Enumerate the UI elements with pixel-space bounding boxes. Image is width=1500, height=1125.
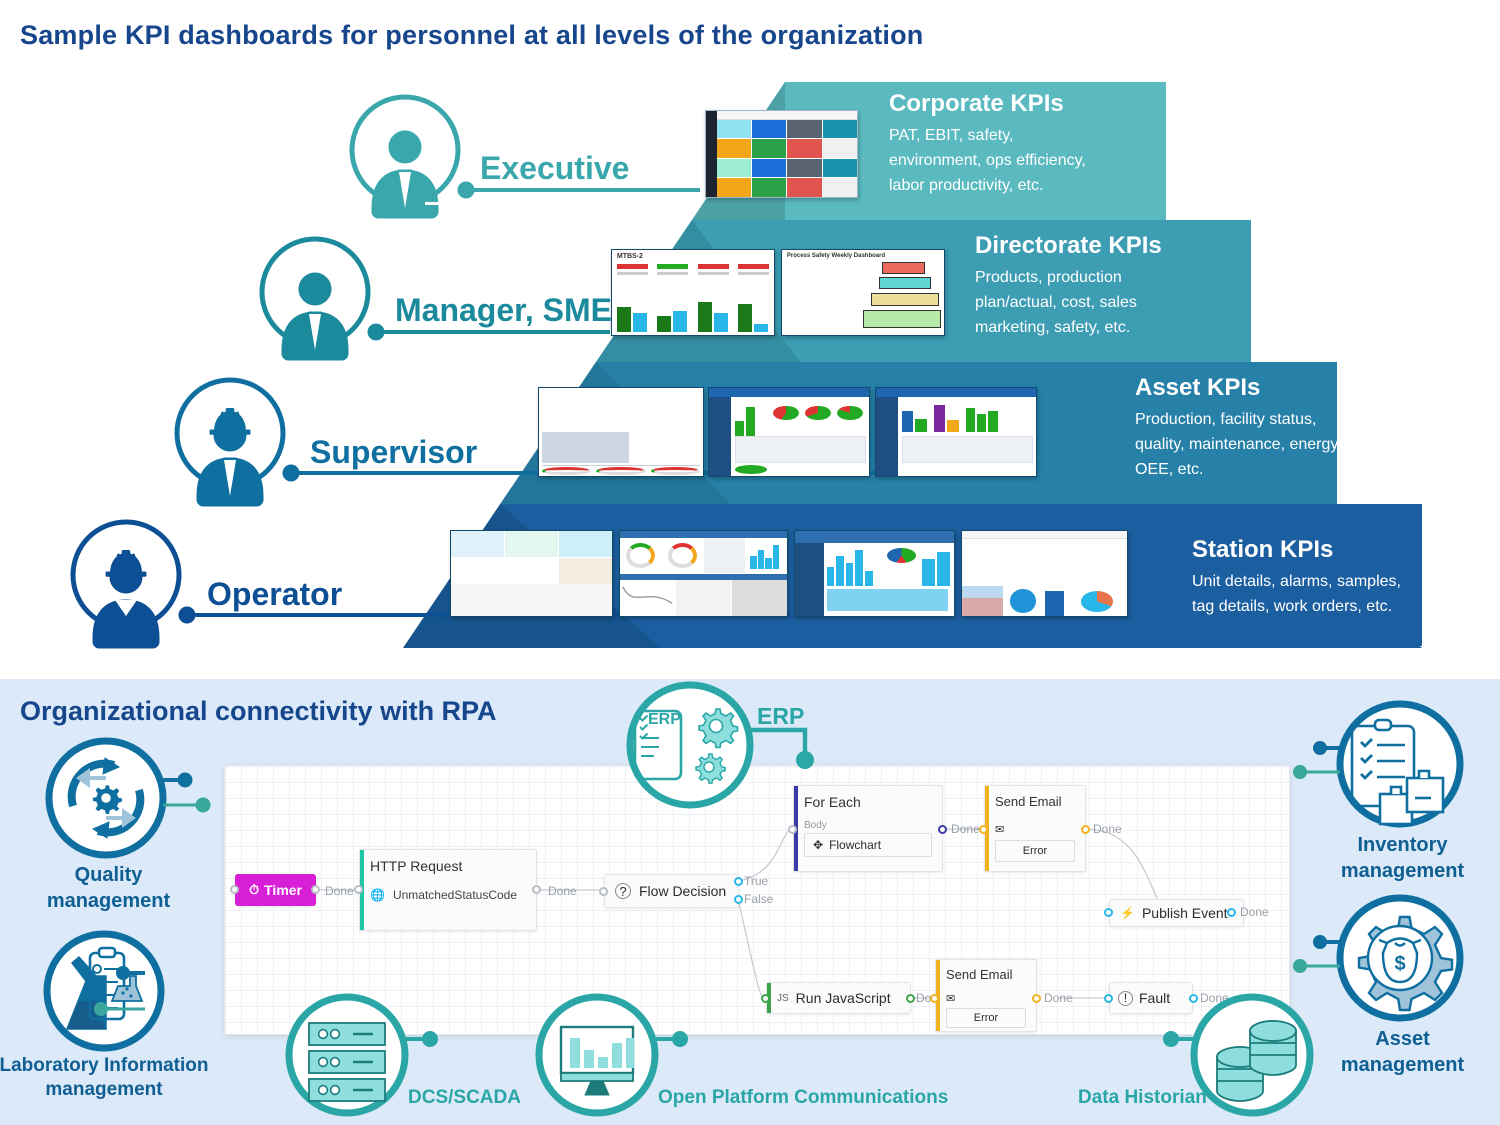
svg-text:ERP: ERP xyxy=(648,711,681,728)
svg-text:$: $ xyxy=(1394,953,1405,975)
